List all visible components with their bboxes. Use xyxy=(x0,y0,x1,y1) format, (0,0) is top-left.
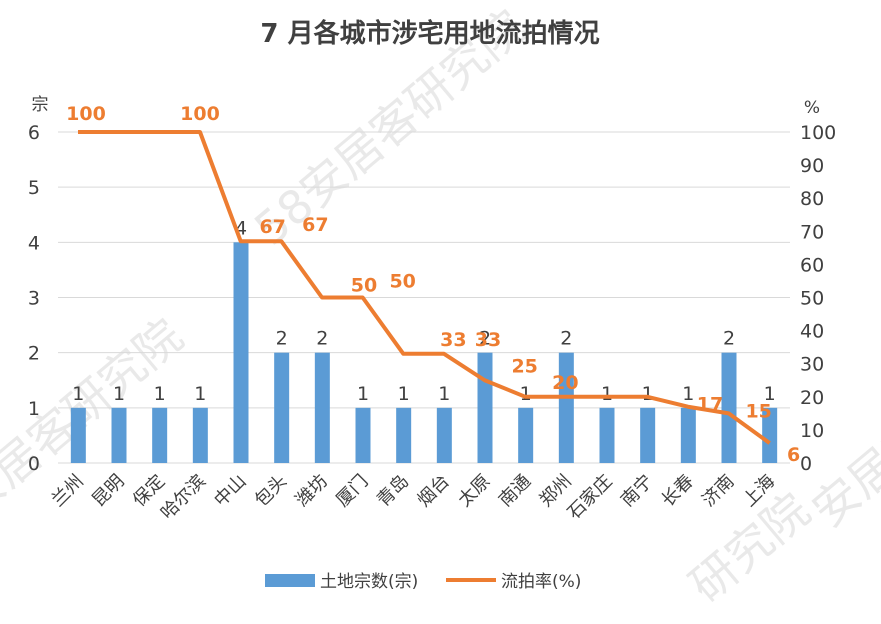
legend-bar-swatch xyxy=(265,574,315,587)
category-label: 青岛 xyxy=(373,471,413,511)
bar xyxy=(314,352,330,463)
bar-data-label: 1 xyxy=(682,383,694,405)
right-axis-ticks: 0 10 20 30 40 50 60 70 80 90 100 xyxy=(800,122,836,475)
category-label: 南通 xyxy=(495,471,535,511)
bar-data-label: 2 xyxy=(723,328,735,350)
line-data-label: 15 xyxy=(745,400,771,422)
line-data-label: 6 xyxy=(787,444,800,466)
bar xyxy=(721,352,737,463)
left-axis-tick: 6 xyxy=(28,122,40,144)
line-data-label: 25 xyxy=(511,355,537,377)
bar xyxy=(274,352,290,463)
left-axis-tick: 5 xyxy=(28,177,40,199)
right-axis-tick: 0 xyxy=(800,453,812,475)
left-axis-tick: 0 xyxy=(28,453,40,475)
bar xyxy=(192,407,208,463)
line-series-path xyxy=(78,130,771,445)
bar-data-label: 1 xyxy=(154,383,166,405)
bar-data-label: 1 xyxy=(113,383,125,405)
line-data-label: 20 xyxy=(552,372,578,394)
left-axis-tick: 1 xyxy=(28,398,40,420)
bar-data-label: 2 xyxy=(276,328,288,350)
bar-data-label: 1 xyxy=(642,383,654,405)
category-label: 哈尔滨 xyxy=(157,471,210,524)
line-data-label: 50 xyxy=(389,271,415,293)
bar-data-label: 1 xyxy=(72,383,84,405)
left-axis-ticks: 0 1 2 3 4 5 6 xyxy=(28,122,40,475)
category-label: 太原 xyxy=(454,471,494,511)
bar xyxy=(640,407,656,463)
bar-data-label: 1 xyxy=(520,383,532,405)
line-data-label: 67 xyxy=(259,216,285,238)
gridlines xyxy=(58,131,790,464)
line-data-label: 33 xyxy=(440,329,466,351)
bar xyxy=(680,407,696,463)
bar xyxy=(396,407,412,463)
category-label: 包头 xyxy=(251,471,291,511)
bar xyxy=(152,407,168,463)
category-label: 厦门 xyxy=(332,471,372,511)
right-axis-tick: 80 xyxy=(800,188,824,210)
bar-data-label: 1 xyxy=(357,383,369,405)
right-axis-tick: 90 xyxy=(800,155,824,177)
bar xyxy=(436,407,452,463)
category-label: 长春 xyxy=(658,471,698,511)
bar xyxy=(111,407,127,463)
bar xyxy=(233,242,249,463)
bar xyxy=(70,407,86,463)
bar xyxy=(477,352,493,463)
line-data-label: 50 xyxy=(351,275,377,297)
right-axis-tick: 30 xyxy=(800,354,824,376)
category-label: 济南 xyxy=(698,471,738,511)
line-data-label: 33 xyxy=(475,329,501,351)
line-series xyxy=(78,130,771,445)
right-axis-tick: 100 xyxy=(800,122,836,144)
line-data-label: 100 xyxy=(180,103,220,125)
line-data-label: 100 xyxy=(66,103,106,125)
line-data-labels: 100 100 67 67 50 50 33 33 25 20 17 15 6 xyxy=(66,103,800,466)
bar-data-label: 1 xyxy=(438,383,450,405)
bar-data-label: 1 xyxy=(194,383,206,405)
bar xyxy=(355,407,371,463)
right-axis-unit: % xyxy=(804,98,820,118)
bar-data-label: 2 xyxy=(560,328,572,350)
bar xyxy=(518,407,534,463)
category-label: 兰州 xyxy=(48,471,88,511)
left-axis-tick: 3 xyxy=(28,288,40,310)
right-axis-tick: 20 xyxy=(800,387,824,409)
category-label: 南宁 xyxy=(617,471,657,511)
category-label: 昆明 xyxy=(88,471,128,511)
bar-data-label: 1 xyxy=(601,383,613,405)
category-label: 中山 xyxy=(210,471,250,511)
line-data-label: 67 xyxy=(302,214,328,236)
chart-title: 7 月各城市涉宅用地流拍情况 xyxy=(260,18,599,49)
legend-bar-label: 土地宗数(宗) xyxy=(320,572,418,592)
bar xyxy=(599,407,615,463)
category-label: 潍坊 xyxy=(292,471,332,511)
bar-series xyxy=(70,242,778,463)
bar-data-label: 1 xyxy=(764,383,776,405)
left-axis-tick: 2 xyxy=(28,343,40,365)
right-axis-tick: 50 xyxy=(800,288,824,310)
right-axis-tick: 70 xyxy=(800,221,824,243)
right-axis-tick: 60 xyxy=(800,254,824,276)
bar xyxy=(558,352,574,463)
left-axis-tick: 4 xyxy=(28,232,40,254)
bar-data-label: 2 xyxy=(479,328,491,350)
bar-data-label: 2 xyxy=(316,328,328,350)
bar-data-label: 1 xyxy=(398,383,410,405)
legend: 土地宗数(宗) 流拍率(%) xyxy=(265,572,581,592)
category-label: 烟台 xyxy=(414,471,454,511)
category-label: 石家庄 xyxy=(564,471,617,524)
right-axis-tick: 10 xyxy=(800,420,824,442)
bar xyxy=(762,407,778,463)
line-data-label: 17 xyxy=(697,394,723,416)
left-axis-unit: 宗 xyxy=(32,95,49,115)
legend-line-label: 流拍率(%) xyxy=(501,572,581,592)
right-axis-tick: 40 xyxy=(800,321,824,343)
